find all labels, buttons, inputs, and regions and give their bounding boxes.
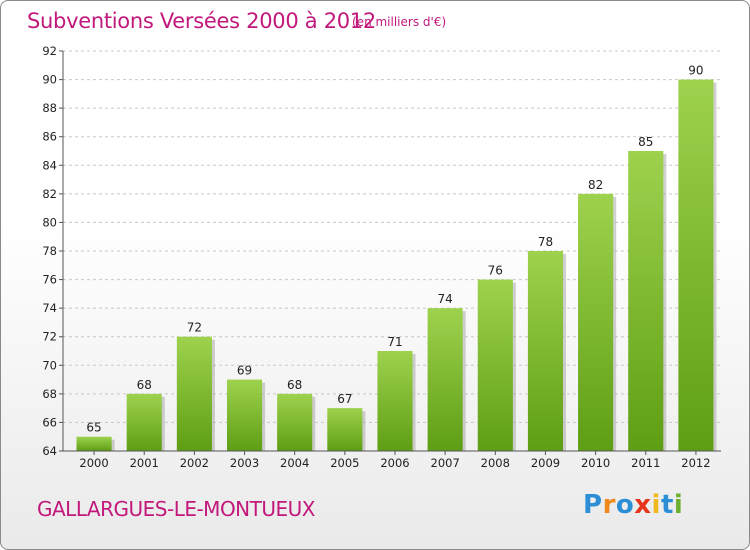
bar-2007[interactable] [427,308,463,451]
chart-subtitle: (en milliers d'€) [352,15,447,29]
logo-letter: x [634,490,652,520]
data-label: 68 [287,378,302,392]
bar-2011[interactable] [628,151,664,451]
chart-title: Subventions Versées 2000 à 2012 [27,9,376,33]
logo-letter: r [602,490,616,520]
commune-name: GALLARGUES-LE-MONTUEUX [37,497,315,521]
logo-letter: o [615,490,635,520]
x-tick-label: 2001 [130,456,159,470]
x-tick-label: 2005 [330,456,359,470]
data-label: 68 [137,378,152,392]
y-tick-label: 68 [42,387,57,401]
y-tick-label: 78 [42,244,57,258]
x-tick-label: 2011 [631,456,660,470]
y-tick-label: 66 [42,415,57,429]
y-tick-label: 90 [42,73,57,87]
bar-2012[interactable] [678,79,714,452]
x-tick-label: 2007 [431,456,460,470]
logo-letter: t [660,490,674,520]
data-label: 69 [237,364,252,378]
bar-2009[interactable] [527,251,564,451]
y-tick-label: 72 [42,330,57,344]
data-label: 71 [387,335,402,349]
y-tick-label: 64 [42,444,57,458]
bar-2008[interactable] [477,279,513,451]
bar-2010[interactable] [578,193,614,451]
bar-2005[interactable] [327,408,363,451]
data-label: 90 [688,64,703,78]
x-tick-label: 2008 [481,456,510,470]
bar-2001[interactable] [126,393,162,451]
y-tick-label: 76 [42,273,57,287]
data-label: 76 [488,264,503,278]
logo-letter: P [583,490,603,520]
data-label: 65 [86,421,101,435]
y-tick-label: 74 [42,301,57,315]
bar-2002[interactable] [176,336,212,451]
x-tick-label: 2009 [531,456,560,470]
data-label: 82 [588,178,603,192]
x-tick-label: 2010 [581,456,610,470]
data-label: 72 [187,321,202,335]
y-tick-label: 80 [42,215,57,229]
proxiti-logo[interactable]: Proxiti [583,490,683,520]
data-label: 78 [538,235,553,249]
x-tick-label: 2012 [681,456,710,470]
y-tick-label: 86 [42,130,57,144]
bar-2004[interactable] [277,393,313,451]
bar-2006[interactable] [377,351,413,451]
y-tick-label: 70 [42,358,57,372]
x-tick-label: 2000 [79,456,108,470]
y-tick-label: 82 [42,187,57,201]
logo-letter: i [673,490,684,520]
y-tick-label: 92 [42,44,57,58]
y-tick-label: 88 [42,101,57,115]
data-label: 85 [638,135,653,149]
data-label: 74 [438,292,453,306]
y-tick-label: 84 [42,158,57,172]
x-tick-label: 2004 [280,456,309,470]
bar-2003[interactable] [226,379,263,451]
data-label: 67 [337,392,352,406]
x-tick-label: 2006 [380,456,409,470]
x-tick-label: 2003 [230,456,259,470]
bar-2000[interactable] [76,436,112,451]
logo-letter: i [651,490,661,520]
x-tick-label: 2002 [180,456,209,470]
